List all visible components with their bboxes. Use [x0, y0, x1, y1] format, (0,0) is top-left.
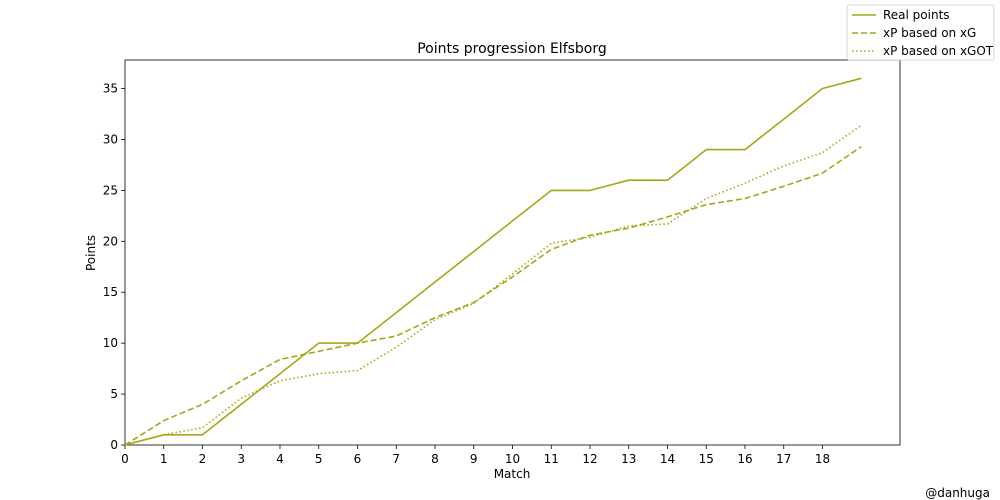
legend-frame — [846, 4, 995, 61]
x-axis-label: Match — [494, 467, 531, 481]
x-tick-label: 17 — [776, 452, 791, 466]
y-tick-label: 25 — [103, 183, 118, 197]
y-axis-label: Points — [84, 235, 98, 271]
x-tick-label: 4 — [276, 452, 284, 466]
x-tick-label: 10 — [505, 452, 520, 466]
x-tick-label: 18 — [815, 452, 830, 466]
x-tick-label: 13 — [621, 452, 636, 466]
y-tick-label: 0 — [110, 438, 118, 452]
x-axis: 0 1 2 3 4 5 6 7 8 9 10 11 12 13 14 15 16 17 18 — [121, 445, 830, 466]
author-credit: @danhuga — [925, 486, 990, 500]
y-tick-label: 30 — [103, 132, 118, 146]
y-tick-label: 5 — [110, 387, 118, 401]
x-tick-label: 7 — [392, 452, 400, 466]
x-tick-label: 15 — [699, 452, 714, 466]
chart-title: Points progression Elfsborg — [417, 41, 607, 57]
legend: Real points xP based on xG xP based on xGO… — [846, 4, 995, 61]
x-tick-label: 16 — [737, 452, 752, 466]
x-tick-label: 5 — [315, 452, 323, 466]
y-tick-label: 10 — [103, 336, 118, 350]
y-axis: 0 5 10 15 20 25 30 35 — [103, 82, 125, 452]
series-layer — [124, 77, 862, 446]
y-tick-label: 35 — [103, 82, 118, 96]
x-tick-label: 8 — [431, 452, 439, 466]
x-tick-label: 9 — [470, 452, 478, 466]
y-tick-label: 15 — [103, 285, 118, 299]
series-line-real-points — [124, 77, 862, 446]
x-tick-label: 2 — [199, 452, 207, 466]
x-tick-label: 0 — [121, 452, 129, 466]
x-tick-label: 6 — [354, 452, 362, 466]
series-line-xp-based-on-xgot — [124, 124, 862, 446]
legend-label: xP based on xGOT — [883, 44, 994, 58]
y-tick-label: 20 — [103, 234, 118, 248]
x-tick-label: 14 — [660, 452, 675, 466]
legend-label: xP based on xG — [883, 26, 976, 40]
x-tick-label: 12 — [582, 452, 597, 466]
x-tick-label: 3 — [237, 452, 245, 466]
series-line-xp-based-on-xg — [124, 145, 862, 446]
plot-frame — [124, 59, 901, 446]
x-tick-label: 11 — [544, 452, 559, 466]
x-tick-label: 1 — [160, 452, 168, 466]
legend-label: Real points — [883, 8, 950, 22]
